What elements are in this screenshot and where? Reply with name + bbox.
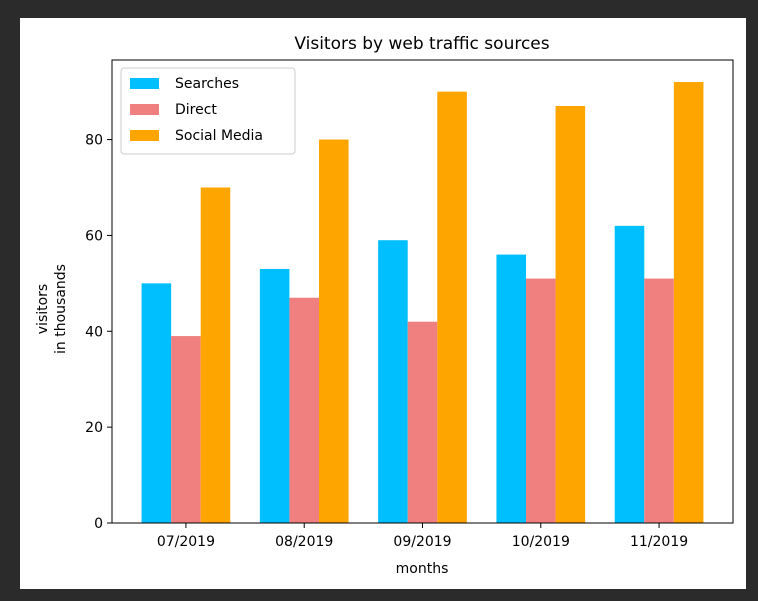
- x-tick-label: 07/2019: [157, 534, 215, 550]
- x-axis-ticks: 07/2019 08/2019 09/2019 10/2019 11/2019: [157, 523, 688, 550]
- bar-chart: Visitors by web traffic sources months v…: [35, 34, 734, 577]
- plot-frame: [111, 59, 734, 524]
- bar-direct-0: [171, 336, 201, 523]
- bar-social-media-0: [200, 187, 231, 524]
- y-axis-label-line-2: in thousands: [53, 264, 69, 354]
- x-tick-label: 09/2019: [393, 534, 451, 550]
- x-tick-label: 10/2019: [512, 534, 570, 550]
- y-axis-label-line-1: visitors: [35, 284, 51, 334]
- x-axis-label: months: [396, 561, 449, 577]
- bar-direct-4: [644, 278, 674, 523]
- legend-label: Searches: [175, 76, 239, 92]
- bar-searches-4: [614, 225, 645, 523]
- y-tick-label: 60: [85, 228, 103, 244]
- legend: Searches Direct Social Media: [120, 67, 296, 155]
- chart-figure: Visitors by web traffic sources months v…: [20, 18, 746, 589]
- bar-direct-2: [407, 321, 438, 523]
- chart-title: Visitors by web traffic sources: [294, 34, 549, 54]
- bar-searches-3: [496, 254, 526, 523]
- bars-group: [141, 82, 704, 524]
- bar-social-media-4: [673, 82, 704, 524]
- legend-swatch-searches: [130, 78, 159, 89]
- bar-searches-1: [259, 268, 290, 523]
- y-axis-ticks: 0 20 40 60 80: [85, 133, 112, 532]
- x-tick-label: 11/2019: [630, 534, 688, 550]
- bar-direct-1: [289, 297, 319, 523]
- y-tick-label: 0: [94, 516, 103, 532]
- bar-direct-3: [526, 278, 556, 523]
- bar-social-media-2: [437, 91, 467, 523]
- y-tick-label: 20: [85, 420, 103, 436]
- legend-label: Social Media: [175, 128, 263, 144]
- legend-swatch-direct: [130, 104, 159, 115]
- bar-social-media-1: [319, 139, 349, 523]
- bar-social-media-3: [555, 106, 586, 523]
- y-tick-label: 80: [85, 133, 103, 149]
- x-tick-label: 08/2019: [275, 534, 333, 550]
- legend-swatch-social-media: [130, 130, 159, 141]
- bar-searches-2: [378, 240, 408, 523]
- y-tick-label: 40: [85, 324, 103, 340]
- y-axis-label: visitors in thousands: [35, 264, 69, 354]
- legend-box: [120, 67, 296, 155]
- legend-label: Direct: [175, 102, 217, 118]
- bar-searches-0: [141, 283, 172, 523]
